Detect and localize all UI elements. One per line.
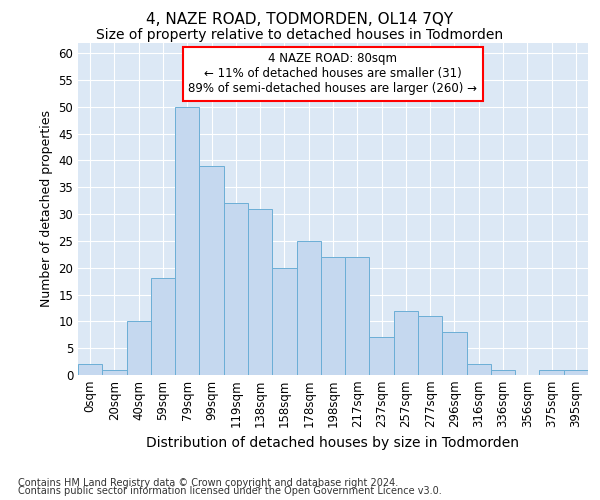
Bar	[467, 364, 491, 375]
Bar	[321, 257, 345, 375]
Text: Size of property relative to detached houses in Todmorden: Size of property relative to detached ho…	[97, 28, 503, 42]
Bar	[78, 364, 102, 375]
Y-axis label: Number of detached properties: Number of detached properties	[40, 110, 53, 307]
Bar	[272, 268, 296, 375]
Bar	[418, 316, 442, 375]
X-axis label: Distribution of detached houses by size in Todmorden: Distribution of detached houses by size …	[146, 436, 520, 450]
Bar	[370, 338, 394, 375]
Bar	[345, 257, 370, 375]
Bar	[564, 370, 588, 375]
Bar	[127, 322, 151, 375]
Bar	[248, 209, 272, 375]
Bar	[224, 204, 248, 375]
Text: 4, NAZE ROAD, TODMORDEN, OL14 7QY: 4, NAZE ROAD, TODMORDEN, OL14 7QY	[146, 12, 454, 28]
Bar	[175, 107, 199, 375]
Bar	[491, 370, 515, 375]
Bar	[102, 370, 127, 375]
Bar	[394, 310, 418, 375]
Text: Contains HM Land Registry data © Crown copyright and database right 2024.: Contains HM Land Registry data © Crown c…	[18, 478, 398, 488]
Bar	[442, 332, 467, 375]
Bar	[539, 370, 564, 375]
Bar	[151, 278, 175, 375]
Text: 4 NAZE ROAD: 80sqm
← 11% of detached houses are smaller (31)
89% of semi-detache: 4 NAZE ROAD: 80sqm ← 11% of detached hou…	[188, 52, 478, 96]
Bar	[296, 241, 321, 375]
Bar	[199, 166, 224, 375]
Text: Contains public sector information licensed under the Open Government Licence v3: Contains public sector information licen…	[18, 486, 442, 496]
